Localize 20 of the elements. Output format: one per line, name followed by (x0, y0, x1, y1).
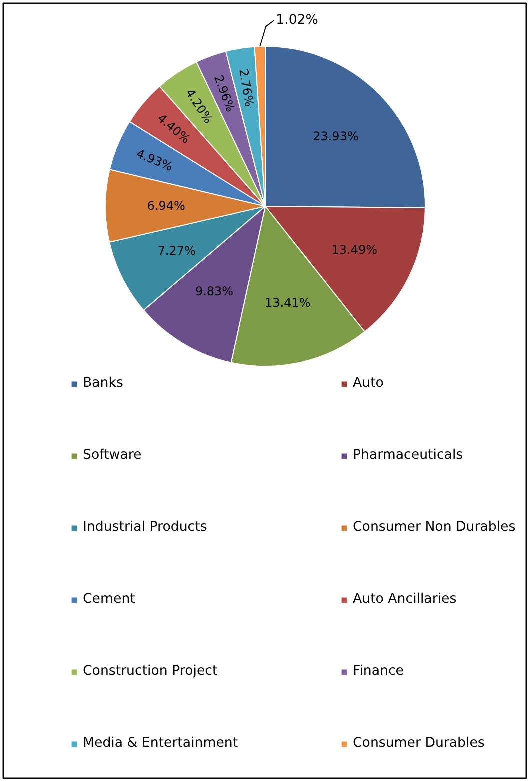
data-label: 23.93% (313, 130, 359, 144)
legend-label: Banks (83, 376, 124, 391)
legend-label: Consumer Non Durables (353, 520, 517, 535)
legend-label: Auto (353, 376, 385, 391)
data-label: 6.94% (147, 199, 186, 214)
legend-label: Industrial Products (83, 520, 208, 535)
legend-label: Auto Ancillaries (353, 592, 458, 607)
legend-label: Consumer Durables (353, 736, 486, 751)
legend-label: Pharmaceuticals (353, 448, 464, 463)
data-label: 13.41% (264, 296, 311, 310)
legend-label: Software (83, 448, 143, 463)
data-label: 9.83% (195, 284, 234, 299)
data-label: 7.27% (158, 244, 196, 258)
data-label: 13.49% (332, 243, 378, 258)
data-label: 2.76% (236, 68, 256, 108)
legend-label: Construction Project (83, 664, 219, 679)
legend-label: Media & Entertainment (83, 736, 240, 751)
legend-label: Cement (83, 592, 136, 607)
data-label: 1.02% (276, 13, 318, 28)
legend-label: Finance (353, 664, 405, 679)
